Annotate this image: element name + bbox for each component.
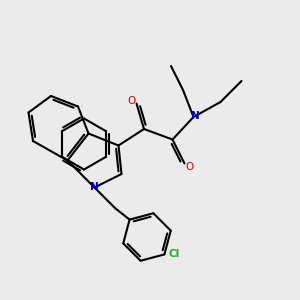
Text: O: O (185, 161, 193, 172)
Text: Cl: Cl (169, 249, 180, 260)
Text: O: O (128, 95, 136, 106)
Text: N: N (190, 110, 200, 121)
Text: N: N (90, 182, 99, 193)
